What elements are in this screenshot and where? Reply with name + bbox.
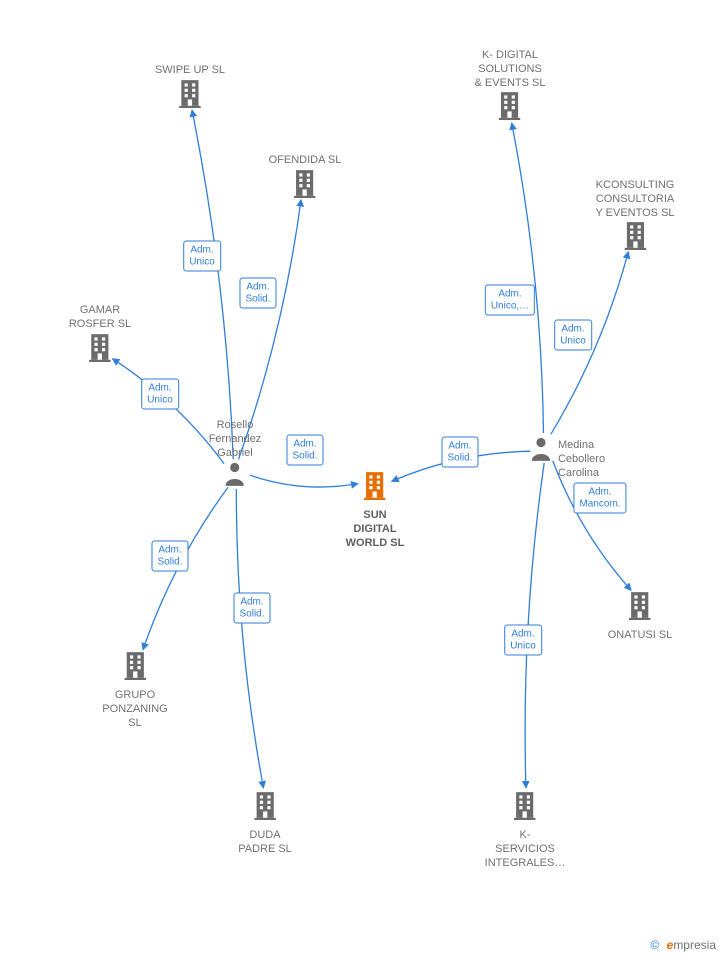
building-icon bbox=[346, 470, 405, 505]
copyright-symbol: © bbox=[650, 938, 659, 952]
node-label: MedinaCebolleroCarolina bbox=[558, 439, 605, 480]
node-label: GAMARROSFER SL bbox=[69, 304, 131, 332]
edge-label: Adm.Solid. bbox=[239, 278, 276, 309]
node-label: K- DIGITALSOLUTIONS& EVENTS SL bbox=[475, 49, 546, 90]
edge-label: Adm.Unico,… bbox=[485, 285, 535, 316]
edge-label: Adm.Solid. bbox=[286, 435, 323, 466]
edge bbox=[236, 489, 263, 788]
building-icon bbox=[485, 790, 566, 825]
node-duda[interactable]: DUDAPADRE SL bbox=[238, 790, 292, 857]
person-icon bbox=[209, 460, 262, 491]
edge-label: Adm.Unico bbox=[554, 320, 592, 351]
node-label: DUDAPADRE SL bbox=[238, 829, 292, 857]
edge-label: Adm.Mancom. bbox=[573, 483, 626, 514]
node-ofendida[interactable]: OFENDIDA SL bbox=[269, 150, 342, 203]
edge bbox=[250, 475, 358, 487]
building-icon bbox=[155, 78, 225, 113]
node-kconsult[interactable]: KCONSULTINGCONSULTORIAY EVENTOS SL bbox=[595, 175, 674, 255]
building-icon bbox=[238, 790, 292, 825]
building-icon bbox=[475, 90, 546, 125]
node-label: K-SERVICIOSINTEGRALES… bbox=[485, 829, 566, 870]
building-icon bbox=[608, 590, 673, 625]
node-label: SWIPE UP SL bbox=[155, 64, 225, 78]
edge bbox=[192, 110, 233, 459]
node-kserv[interactable]: K-SERVICIOSINTEGRALES… bbox=[485, 790, 566, 870]
edge-label: Adm.Solid. bbox=[233, 593, 270, 624]
edge bbox=[112, 359, 224, 464]
edge-label: Adm.Solid. bbox=[151, 541, 188, 572]
node-medina[interactable]: MedinaCebolleroCarolina bbox=[530, 435, 605, 480]
building-icon bbox=[102, 650, 167, 685]
building-icon bbox=[269, 168, 342, 203]
node-sun[interactable]: SUNDIGITALWORLD SL bbox=[346, 470, 405, 550]
node-label: ONATUSI SL bbox=[608, 629, 673, 643]
node-rosello[interactable]: RoselloFernandezGabriel bbox=[209, 415, 262, 491]
node-label: RoselloFernandezGabriel bbox=[209, 419, 262, 460]
node-swipe[interactable]: SWIPE UP SL bbox=[155, 60, 225, 113]
node-label: KCONSULTINGCONSULTORIAY EVENTOS SL bbox=[595, 179, 674, 220]
node-gamar[interactable]: GAMARROSFER SL bbox=[69, 300, 131, 367]
node-label: OFENDIDA SL bbox=[269, 154, 342, 168]
edge-label: Adm.Solid. bbox=[441, 437, 478, 468]
brand-rest: mpresia bbox=[673, 938, 716, 952]
node-onatusi[interactable]: ONATUSI SL bbox=[608, 590, 673, 643]
diagram-canvas: SWIPE UP SL OFENDIDA SL K- DIGITALSOLUTI… bbox=[0, 0, 728, 960]
building-icon bbox=[595, 220, 674, 255]
node-label: GRUPOPONZANINGSL bbox=[102, 689, 167, 730]
edge bbox=[553, 461, 631, 591]
edge-label: Adm.Unico bbox=[183, 241, 221, 272]
node-kdigital[interactable]: K- DIGITALSOLUTIONS& EVENTS SL bbox=[475, 45, 546, 125]
footer-attribution: © empresia bbox=[650, 938, 716, 952]
edge bbox=[512, 123, 544, 433]
building-icon bbox=[69, 332, 131, 367]
node-label: SUNDIGITALWORLD SL bbox=[346, 509, 405, 550]
edge-label: Adm.Unico bbox=[504, 625, 542, 656]
node-grupo[interactable]: GRUPOPONZANINGSL bbox=[102, 650, 167, 730]
edge-label: Adm.Unico bbox=[141, 379, 179, 410]
